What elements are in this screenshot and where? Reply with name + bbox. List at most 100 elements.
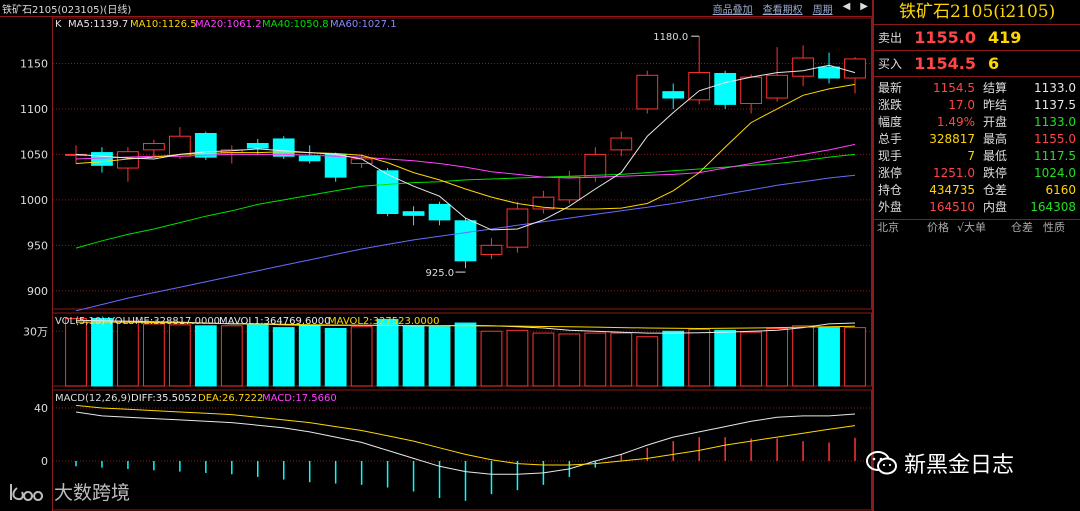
volume-bar (480, 330, 503, 387)
stat-value: 434735 (929, 183, 975, 197)
stat-label: 最低 (983, 149, 1008, 163)
volume-bar (402, 325, 425, 387)
volume-bar (65, 317, 87, 387)
stat-row: 涨跌 17.0 昨结 1137.5 (874, 97, 1080, 114)
candle-body (662, 91, 685, 99)
ask-row: 卖出 1155.0 419 (874, 25, 1080, 51)
legend-ma40: MA40:1050.8 (262, 19, 329, 30)
stat-label: 外盘 (878, 200, 903, 214)
volume-bar (117, 320, 139, 387)
legend-mavol2: MAVOL2:327523.0000 (328, 316, 439, 327)
tick-header-city: 北京 (877, 221, 899, 234)
volume-tick-label: 30万 (23, 325, 48, 338)
candle-body (143, 142, 165, 151)
candle-body (454, 220, 477, 262)
wechat-account-name: 新黑金日志 (904, 453, 1015, 478)
candle-body (91, 152, 113, 166)
candle-body (584, 153, 607, 178)
volume-bar (818, 327, 840, 387)
chart-toolbar-links: 商品叠加 查看期权 周期 ◀ ▶ (713, 1, 868, 16)
stat-label: 最新 (878, 81, 903, 95)
ma20-line (75, 143, 856, 179)
stat-row: 现手 7 最低 1117.5 (874, 148, 1080, 165)
stat-value: 1155.0 (1034, 132, 1076, 146)
legend-volume: VOLUME:328817.0000 (108, 316, 220, 327)
diff-line (75, 411, 856, 475)
bid-row: 买入 1154.5 6 (874, 51, 1080, 77)
tick-header-bigorder[interactable]: √大单 (957, 221, 987, 234)
scroll-left-button[interactable]: ◀ (842, 1, 851, 12)
stat-row: 幅度 1.49% 开盘 1133.0 (874, 114, 1080, 131)
wechat-icon (866, 451, 897, 475)
macd-legend: MACD(12,26,9) DIFF:35.5052 DEA:26.7222 M… (55, 393, 337, 404)
view-options-link[interactable]: 查看期权 (762, 5, 803, 16)
candle-body (636, 74, 659, 110)
candle-body (792, 57, 814, 77)
period-link[interactable]: 周期 (812, 5, 833, 16)
stat-label: 涨跌 (878, 98, 903, 112)
legend-ma60: MA60:1027.1 (330, 19, 397, 30)
ma40-line (75, 153, 856, 249)
stat-value: 1133.0 (1034, 81, 1076, 95)
dea-line (75, 404, 856, 466)
candle-body (428, 203, 451, 221)
stat-value: 1154.5 (933, 81, 975, 95)
overlay-commodity-link[interactable]: 商品叠加 (712, 5, 753, 16)
ma5-line (75, 64, 856, 231)
volume-bar (766, 328, 789, 387)
chart-title: 铁矿石2105(023105)(日线) (2, 5, 132, 16)
stat-label: 开盘 (983, 115, 1008, 129)
legend-diff: DIFF:35.5052 (131, 393, 197, 404)
volume-bar (792, 325, 814, 387)
brand-watermark: 大数跨境 (8, 478, 130, 505)
volume-bar (584, 332, 607, 387)
scroll-right-button[interactable]: ▶ (860, 1, 868, 12)
kline-chart[interactable]: 900 950 1000 1050 1100 1150 30万 40 0 K MA5:1139.… (0, 16, 872, 511)
brand-name: 大数跨境 (54, 482, 131, 504)
main-legend: K MA5:1139.7 MA10:1126.5 MA20:1061.2 MA4… (55, 19, 397, 30)
volume-bar (558, 333, 581, 387)
candle-body (298, 155, 321, 162)
legend-dea: DEA:26.7222 (198, 393, 263, 404)
candle-body (506, 208, 529, 248)
high-price-annotation: 1180.0 (653, 32, 688, 43)
stat-row: 持仓 434735 仓差 6160 (874, 182, 1080, 199)
candle-body (844, 58, 866, 79)
tick-header-nature: 性质 (1043, 221, 1065, 234)
macd-tick-label: 0 (41, 455, 48, 468)
volume-bar (91, 317, 113, 387)
brand-logo-icon (10, 483, 44, 501)
candle-body (376, 170, 399, 215)
tick-header: 北京 价格 √大单 仓差 性质 (874, 219, 1080, 236)
volume-bar (143, 323, 165, 387)
stat-value: 1251.0 (933, 166, 975, 180)
legend-macd-value: MACD:17.5660 (262, 393, 337, 404)
volume-bar (688, 328, 711, 387)
volume-bar (610, 332, 633, 387)
volume-bars (65, 317, 866, 387)
volume-bar (506, 329, 529, 387)
volume-bar (220, 325, 243, 387)
macd-panel (75, 404, 856, 501)
volume-bar (714, 329, 737, 387)
stat-label: 跌停 (983, 166, 1008, 180)
volume-legend: VOL(5,10) VOLUME:328817.0000 MAVOL1:3647… (55, 316, 439, 327)
candle-body (740, 76, 763, 104)
price-axis: 900 950 1000 1050 1100 1150 30万 40 0 (20, 57, 48, 468)
quote-panel: 铁矿石2105(i2105) 卖出 1155.0 419 买入 1154.5 6… (872, 0, 1080, 511)
legend-ma10: MA10:1126.5 (130, 19, 197, 30)
chart-grid (52, 16, 872, 511)
volume-bar (324, 328, 347, 387)
bid-label: 买入 (878, 57, 903, 71)
stat-row: 外盘 164510 内盘 164308 (874, 199, 1080, 216)
candle-body (402, 211, 425, 216)
stat-row: 最新 1154.5 结算 1133.0 (874, 80, 1080, 97)
stat-value: 1137.5 (1034, 98, 1076, 112)
candle-body (714, 72, 737, 105)
ask-volume: 419 (988, 28, 1022, 47)
volume-bar (350, 326, 373, 387)
price-tick-label: 1050 (20, 148, 48, 161)
stat-value: 164510 (929, 200, 975, 214)
price-tick-label: 1100 (20, 103, 48, 116)
candle-body (688, 72, 711, 101)
